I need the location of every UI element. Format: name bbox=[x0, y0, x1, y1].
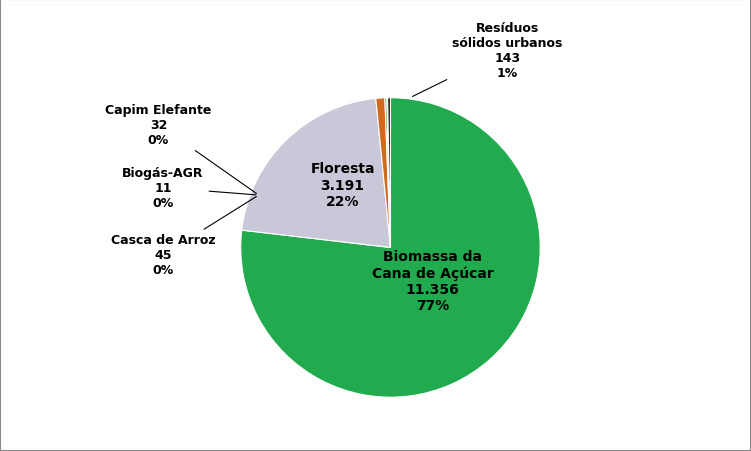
Wedge shape bbox=[387, 98, 391, 248]
Wedge shape bbox=[388, 98, 391, 248]
Text: Resíduos
sólidos urbanos
143
1%: Resíduos sólidos urbanos 143 1% bbox=[412, 22, 562, 97]
Wedge shape bbox=[242, 99, 391, 248]
Text: Capim Elefante
32
0%: Capim Elefante 32 0% bbox=[105, 104, 256, 194]
Text: Floresta
3.191
22%: Floresta 3.191 22% bbox=[310, 162, 375, 208]
Wedge shape bbox=[376, 99, 391, 248]
Wedge shape bbox=[241, 98, 540, 397]
Text: Casca de Arroz
45
0%: Casca de Arroz 45 0% bbox=[110, 197, 256, 277]
Text: Biomassa da
Cana de Açúcar
11.356
77%: Biomassa da Cana de Açúcar 11.356 77% bbox=[372, 249, 493, 312]
Wedge shape bbox=[385, 99, 391, 248]
Text: Biogás-AGR
11
0%: Biogás-AGR 11 0% bbox=[122, 167, 256, 210]
